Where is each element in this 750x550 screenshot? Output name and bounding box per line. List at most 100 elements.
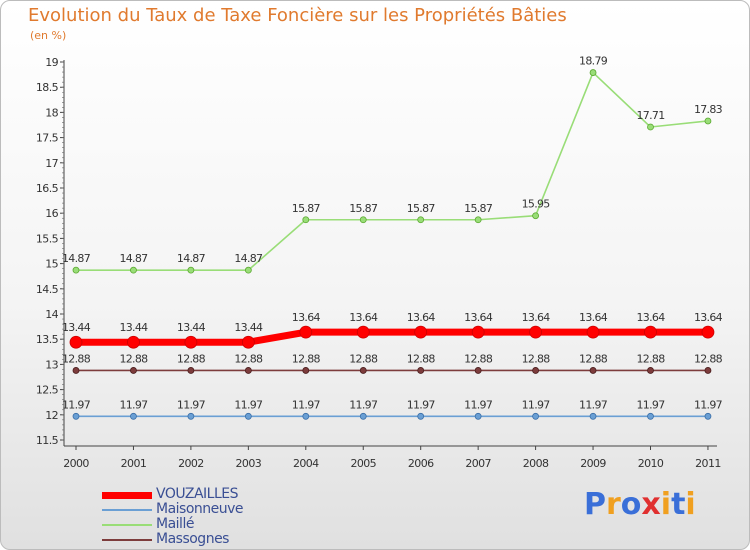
series-line-maill-: [76, 71, 709, 271]
data-point-maisonneuve: [474, 412, 482, 420]
y-tick-label: 15.5: [36, 232, 59, 245]
data-label-massognes: 12.88: [407, 352, 436, 365]
data-label-massognes: 12.88: [349, 352, 378, 365]
series-line-vouzailles: [76, 328, 708, 346]
logo-letter: P: [584, 487, 606, 522]
data-point-massognes: [532, 367, 539, 374]
data-point-massognes: [704, 367, 712, 374]
data-label-maill-: 18.79: [579, 55, 608, 68]
x-tick-label: 2003: [236, 457, 262, 470]
data-point-maill-: [130, 266, 137, 274]
y-tick-label: 15: [45, 258, 58, 271]
data-point-massognes: [647, 367, 654, 374]
data-point-maill-: [359, 216, 367, 224]
data-label-massognes: 12.88: [637, 352, 666, 365]
data-label-maill-: 15.87: [407, 202, 436, 215]
data-point-maill-: [302, 216, 310, 224]
data-label-maill-: 14.87: [177, 252, 206, 265]
data-label-maill-: 14.87: [62, 252, 91, 265]
data-label-massognes: 12.88: [522, 352, 551, 365]
y-tick-label: 16: [45, 207, 58, 220]
data-point-maill-: [72, 266, 80, 274]
data-label-maill-: 15.87: [292, 202, 321, 215]
data-label-massognes: 12.88: [694, 352, 723, 365]
series-layer: 13.44 13.44 13.44 13.44 13.64 13.64 13.64 13.64…: [62, 55, 723, 420]
x-tick-label: 2001: [121, 457, 147, 470]
legend-label-maill-: Maillé: [156, 516, 194, 532]
data-label-vouzailles: 13.64: [349, 311, 378, 324]
y-tick-label: 14.5: [36, 283, 59, 296]
data-point-vouzailles: [586, 325, 600, 339]
data-point-maill-: [532, 212, 539, 220]
data-point-vouzailles: [69, 335, 83, 349]
x-tick-label: 2006: [408, 457, 434, 470]
data-label-maill-: 14.87: [119, 252, 148, 265]
x-tick-label: 2000: [63, 457, 89, 470]
y-tick-label: 16.5: [36, 182, 59, 195]
data-label-vouzailles: 13.64: [292, 311, 321, 324]
data-point-maill-: [704, 117, 712, 125]
data-point-maisonneuve: [417, 412, 425, 420]
data-point-vouzailles: [414, 325, 428, 339]
data-label-massognes: 12.88: [177, 352, 206, 365]
data-point-massognes: [130, 367, 137, 374]
x-tick-label: 2008: [523, 457, 549, 470]
data-point-maill-: [187, 266, 195, 274]
data-point-maisonneuve: [130, 412, 137, 420]
y-tick-label: 14: [45, 308, 58, 321]
data-label-maill-: 15.87: [349, 202, 378, 215]
data-label-maill-: 17.83: [694, 103, 723, 116]
data-label-maisonneuve: 11.97: [464, 398, 493, 411]
data-point-vouzailles: [701, 325, 715, 339]
data-label-massognes: 12.88: [62, 352, 91, 365]
data-label-maill-: 15.95: [522, 198, 551, 211]
data-point-vouzailles: [471, 325, 485, 339]
data-point-maill-: [474, 216, 482, 224]
axes: 11.5 12 12.5 13 13.5 14 14.5 15 15.5 16 16.5 17 17.5…: [36, 56, 721, 470]
data-label-maisonneuve: 11.97: [349, 398, 378, 411]
data-label-massognes: 12.88: [292, 352, 321, 365]
data-label-vouzailles: 13.44: [62, 321, 91, 334]
data-label-massognes: 12.88: [464, 352, 493, 365]
y-tick-label: 13: [45, 358, 58, 371]
data-point-maisonneuve: [302, 412, 310, 420]
data-point-maill-: [647, 123, 654, 131]
y-tick-label: 18: [45, 106, 58, 119]
x-tick-label: 2011: [695, 457, 721, 470]
proxiti-logo: Proxiti: [584, 487, 696, 522]
data-label-maisonneuve: 11.97: [62, 398, 91, 411]
data-label-maisonneuve: 11.97: [694, 398, 723, 411]
logo-letter: t: [671, 487, 686, 522]
data-label-maill-: 15.87: [464, 202, 493, 215]
data-point-maill-: [589, 69, 597, 76]
data-label-massognes: 12.88: [234, 352, 263, 365]
data-point-massognes: [359, 367, 367, 374]
data-label-maisonneuve: 11.97: [292, 398, 321, 411]
y-tick-label: 12: [45, 409, 58, 422]
data-point-massognes: [302, 367, 310, 374]
logo-letter: i: [685, 487, 696, 522]
data-point-maisonneuve: [72, 412, 80, 420]
data-label-maisonneuve: 11.97: [119, 398, 148, 411]
x-tick-label: 2009: [580, 457, 606, 470]
data-label-vouzailles: 13.64: [637, 311, 666, 324]
data-label-vouzailles: 13.44: [234, 321, 263, 334]
data-point-maisonneuve: [359, 412, 367, 420]
data-point-maisonneuve: [532, 412, 539, 420]
y-tick-label: 18.5: [36, 81, 59, 94]
data-label-maisonneuve: 11.97: [407, 398, 436, 411]
data-point-maisonneuve: [704, 412, 712, 420]
data-point-massognes: [589, 367, 597, 374]
data-label-maisonneuve: 11.97: [522, 398, 551, 411]
data-label-vouzailles: 13.64: [522, 311, 551, 324]
data-label-maill-: 17.71: [637, 109, 665, 122]
x-tick-label: 2010: [638, 457, 664, 470]
data-label-vouzailles: 13.64: [694, 311, 723, 324]
x-tick-label: 2005: [350, 457, 376, 470]
data-point-massognes: [244, 367, 252, 374]
legend-label-massognes: Massognes: [156, 531, 229, 547]
logo-letter: i: [660, 487, 672, 522]
data-label-massognes: 12.88: [579, 352, 608, 365]
data-label-maisonneuve: 11.97: [637, 398, 666, 411]
